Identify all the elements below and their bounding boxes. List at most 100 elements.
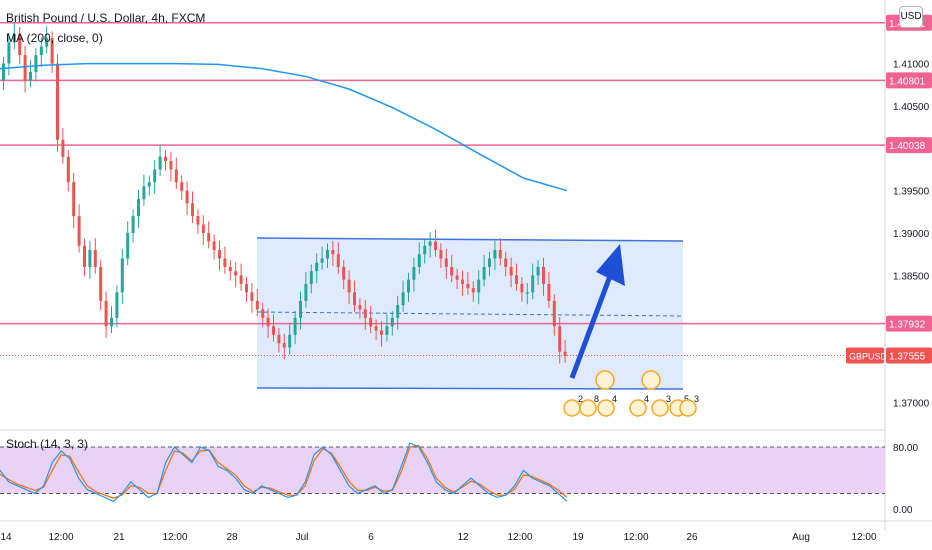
event-count: 5 — [684, 394, 689, 404]
candle-body — [180, 182, 184, 191]
time-tick-label: 12:00 — [162, 532, 187, 543]
candle-body — [120, 258, 124, 293]
candle-body — [358, 305, 362, 310]
event-marker-icon — [579, 399, 597, 417]
candle-body — [363, 309, 367, 318]
candle-body — [245, 283, 248, 293]
symbol-tag-label: GBPUSD — [849, 352, 888, 362]
candle-body — [396, 305, 400, 318]
candle-body — [563, 351, 567, 356]
candle-body — [29, 72, 32, 81]
event-marker-icon — [597, 399, 615, 417]
level-label: 1.37932 — [889, 320, 926, 331]
event-count: 3 — [666, 394, 671, 404]
candle-body — [93, 250, 97, 267]
stoch-k-line — [0, 442, 568, 503]
candle-body — [558, 326, 562, 352]
last-price-label: 1.37555 — [889, 352, 926, 363]
level-label: 1.40801 — [889, 76, 926, 87]
candle-body — [191, 203, 194, 217]
price-tick-label: 1.40500 — [893, 102, 930, 113]
time-tick-label: 14 — [0, 532, 12, 543]
channel-top — [256, 237, 684, 242]
candle-body — [417, 254, 421, 267]
time-tick-label: 26 — [686, 532, 698, 543]
time-tick-label: 21 — [113, 532, 125, 543]
candle-body — [353, 292, 356, 306]
candle-body — [299, 300, 302, 318]
stoch-d-line — [0, 444, 568, 499]
candle-body — [282, 343, 286, 348]
candle-body — [72, 182, 76, 217]
candle-body — [45, 38, 49, 47]
time-tick-label: 28 — [226, 532, 238, 543]
candle-body — [7, 42, 11, 64]
candle-body — [434, 241, 437, 251]
currency-button[interactable]: USD — [899, 6, 923, 28]
candle-body — [450, 266, 454, 276]
time-tick-label: Jul — [296, 532, 309, 543]
candle-body — [56, 63, 59, 140]
candle-body — [61, 139, 65, 157]
candle-body — [493, 250, 497, 259]
candle-body — [158, 156, 162, 170]
candle-body — [482, 266, 486, 280]
channel-midline — [256, 311, 684, 317]
candle-body — [347, 279, 351, 293]
candle-body — [126, 233, 130, 259]
candle-body — [320, 258, 324, 263]
symbol-tag — [846, 347, 884, 364]
candle-body — [385, 326, 389, 335]
candle-body — [547, 283, 551, 301]
candle-body — [423, 245, 427, 255]
chart-title: British Pound / U.S. Dollar, 4h, FXCM — [6, 11, 206, 25]
candle-body — [169, 161, 173, 170]
candle-body — [234, 271, 238, 276]
candle-body — [218, 250, 221, 259]
candle-body — [212, 241, 216, 251]
candle-body — [536, 266, 540, 276]
candle-body — [174, 169, 178, 183]
price-tick-label: 1.37000 — [893, 399, 930, 410]
candle-body — [428, 241, 432, 246]
candle-body — [228, 266, 232, 272]
candle-body — [137, 199, 140, 217]
price-tick-label: 1.38500 — [893, 271, 930, 282]
candle-body — [552, 300, 556, 327]
price-tick-label: 1.39500 — [893, 187, 930, 198]
candle-body — [196, 216, 200, 225]
candle-body — [88, 250, 92, 267]
candle-body — [272, 326, 275, 335]
price-tick-label: 1.41000 — [893, 60, 930, 71]
time-tick-label: 12 — [457, 532, 469, 543]
candle-body — [326, 250, 329, 259]
event-count: 8 — [594, 394, 599, 404]
candle-body — [525, 292, 529, 294]
candle-body — [147, 182, 151, 187]
candle-body — [531, 275, 535, 293]
candle-body — [315, 262, 319, 272]
candle-body — [99, 266, 103, 301]
event-count: 3 — [694, 394, 699, 404]
candle-body — [23, 55, 27, 81]
projection-arrow — [569, 267, 616, 379]
last-price-tag — [886, 347, 932, 364]
candle-body — [66, 156, 70, 183]
candle-body — [498, 250, 502, 259]
time-tick-label: Aug — [792, 532, 810, 543]
candle-body — [12, 33, 16, 43]
candle-body — [142, 186, 146, 200]
candle-body — [207, 233, 211, 242]
level-tag — [886, 137, 932, 154]
time-tick-label: 12:00 — [623, 532, 648, 543]
candle-body — [77, 216, 81, 246]
event-marker-icon — [679, 399, 697, 417]
candle-body — [542, 266, 545, 284]
level-tag — [886, 72, 932, 89]
candle-body — [461, 279, 464, 284]
candle-body — [374, 326, 378, 331]
candle-body — [201, 224, 205, 234]
event-marker-icon — [595, 370, 615, 390]
candle-body — [255, 300, 259, 310]
